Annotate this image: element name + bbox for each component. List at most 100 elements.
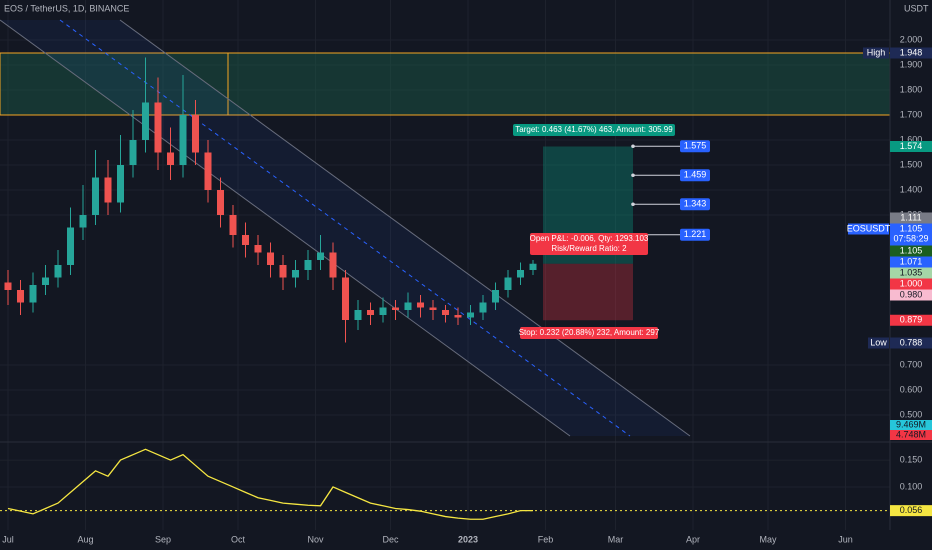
candle-body — [29, 285, 37, 303]
x-tick-label: May — [759, 534, 777, 544]
price-tag-bg — [890, 245, 932, 257]
y-tick-label: 1.600 — [900, 134, 923, 144]
candle-body — [379, 307, 387, 315]
candle-body — [17, 290, 24, 303]
x-tick-label: Jul — [2, 534, 14, 544]
candle-body — [529, 263, 537, 270]
y-tick-label: 0.600 — [900, 384, 923, 394]
candle-body — [254, 245, 262, 253]
x-tick-label: Jun — [838, 534, 853, 544]
price-tag: 0.879 — [900, 315, 923, 325]
channel-fill — [0, 20, 690, 436]
candle-body — [429, 307, 437, 310]
annotation-target: Target: 0.463 (41.67%) 463, Amount: 305.… — [515, 125, 673, 134]
price-tag-bg — [890, 267, 932, 279]
chart-title: EOS / TetherUS, 1D, BINANCE — [4, 3, 129, 13]
channel-line — [0, 19, 571, 437]
stop-zone — [543, 263, 633, 321]
candle-body — [267, 252, 274, 265]
candle-body — [504, 277, 512, 290]
candle-body — [442, 310, 449, 315]
indicator-line — [7, 448, 533, 520]
candle-body — [279, 265, 287, 278]
target-dot — [631, 202, 635, 207]
price-tag-bg — [890, 212, 932, 224]
price-tag: 1.574 — [900, 141, 923, 151]
candle-body — [167, 152, 174, 165]
x-tick-label: Sep — [155, 534, 171, 544]
price-tag-name: EOSUSDT — [847, 223, 891, 233]
candle-body — [304, 260, 312, 270]
indicator-tag-bg — [890, 505, 932, 517]
candle-body — [467, 312, 474, 318]
y-tick-label: 2.000 — [900, 34, 923, 44]
candle-body — [217, 190, 224, 215]
candle-body — [117, 165, 124, 203]
candle-body — [404, 302, 412, 310]
candle-body — [92, 177, 99, 215]
price-tag: 0.788 — [900, 337, 923, 347]
candle-body — [54, 265, 62, 278]
target-tag: 1.459 — [684, 170, 707, 180]
y-tick-label: 0.700 — [900, 359, 923, 369]
x-tick-label: Nov — [307, 534, 324, 544]
price-tag-name: Low — [870, 337, 887, 347]
candle-body — [329, 252, 337, 278]
candle-body — [342, 277, 349, 320]
candle-body — [154, 102, 162, 153]
price-tag-bg — [890, 256, 932, 268]
price-tag: 0.980 — [900, 289, 923, 299]
y2-tick-label: 0.150 — [900, 454, 923, 464]
candle-body — [517, 270, 524, 278]
price-tag-bg — [890, 141, 932, 152]
candle-body — [204, 152, 212, 190]
y-tick-label: 1.700 — [900, 109, 923, 119]
target-dot — [631, 144, 635, 149]
candle-body — [417, 302, 424, 308]
x-tick-label: 2023 — [458, 534, 478, 544]
y-tick-label: 0.500 — [900, 409, 923, 419]
price-tag: 1.000 — [900, 278, 923, 288]
candle-body — [129, 140, 137, 165]
price-tag: 1.071 — [900, 256, 923, 266]
volume-tag-bg — [890, 420, 932, 430]
price-tag-name: High — [867, 47, 886, 57]
target-tag-bg — [680, 198, 710, 211]
target-tag-bg — [680, 140, 710, 153]
target-dot — [631, 173, 635, 178]
price-tag-bg — [890, 278, 932, 290]
candle-body — [4, 282, 12, 290]
annotation-bg — [513, 124, 675, 136]
price-tag-bg — [890, 314, 932, 326]
volume-tag: 4.748M — [896, 429, 926, 439]
y2-tick-label: 0.100 — [900, 481, 923, 491]
candle-body — [367, 310, 374, 315]
channel-mid — [59, 19, 631, 437]
y-tick-label: 1.900 — [900, 59, 923, 69]
price-tag: 1.105 — [900, 223, 923, 233]
price-tag: 1.035 — [900, 267, 923, 277]
candle-body — [317, 252, 324, 260]
price-tag: 1.948 — [900, 47, 923, 57]
price-timer: 07:58:29 — [893, 233, 928, 243]
x-tick-label: Aug — [77, 534, 93, 544]
price-tag-bg — [890, 337, 932, 349]
candle-body — [79, 215, 87, 228]
annotation-bg — [520, 327, 658, 339]
y-tick-label: 1.500 — [900, 159, 923, 169]
target-tag: 1.221 — [684, 229, 707, 239]
channel-line — [119, 19, 691, 437]
price-tag-bg — [890, 47, 932, 59]
indicator-tag: 0.056 — [900, 505, 923, 515]
candle-body — [354, 310, 362, 320]
volume-tag: 9.469M — [896, 419, 926, 429]
candle-body — [392, 307, 399, 310]
candle-body — [479, 302, 487, 313]
candle-body — [492, 290, 499, 303]
annotation-pnl: Open P&L: -0.006, Qty: 1293.103 — [530, 234, 649, 243]
price-tag: 1.105 — [900, 245, 923, 255]
candle-body — [104, 177, 112, 203]
target-tag: 1.343 — [684, 199, 707, 209]
candle-body — [179, 115, 187, 165]
